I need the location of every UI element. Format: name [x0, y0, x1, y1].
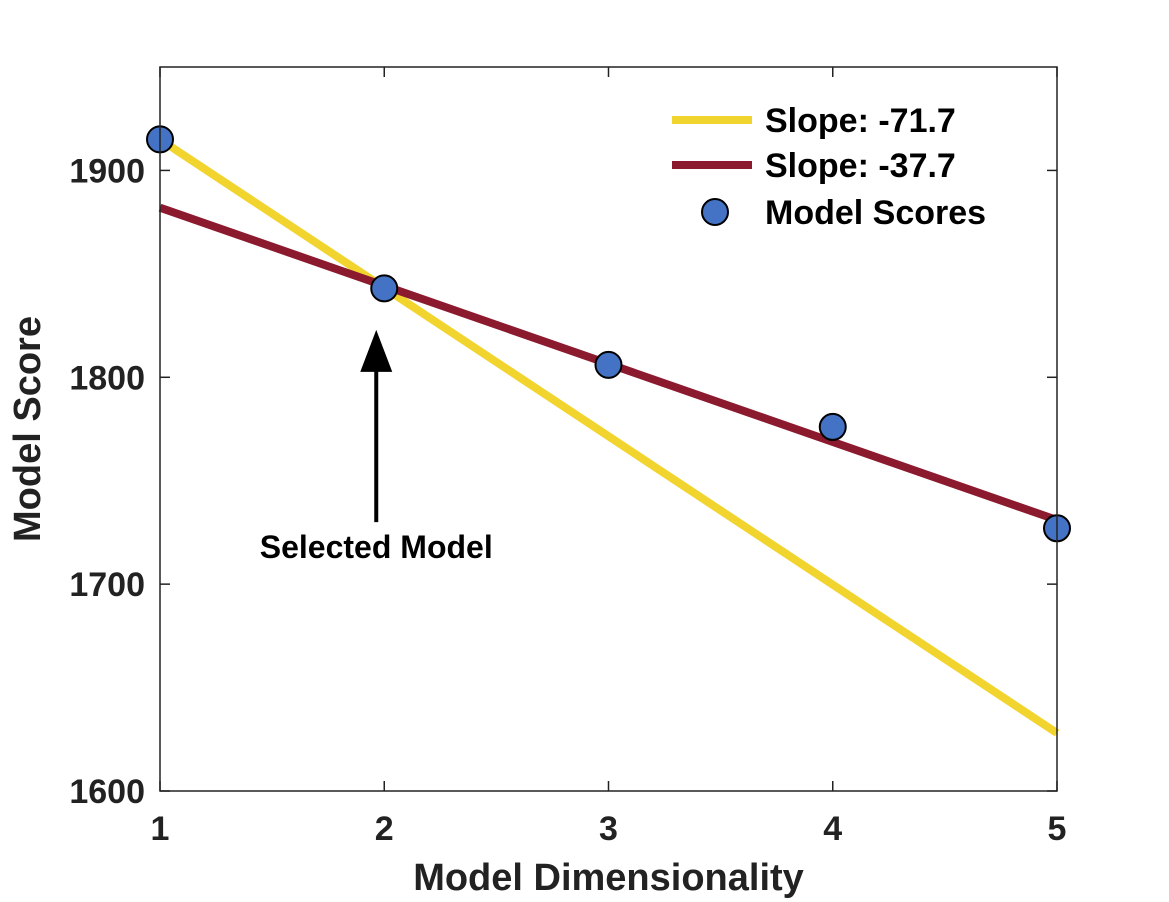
- annotation-arrow-head: [360, 329, 393, 372]
- marks-layer: [146, 125, 1071, 737]
- y-tick-label: 1900: [69, 152, 145, 190]
- y-tick-label: 1800: [69, 359, 145, 397]
- axes-layer: 1 2 3 4 5 1600 1700 1800 1900: [69, 66, 1067, 848]
- legend-label-2: Model Scores: [765, 194, 986, 232]
- annotation-label: Selected Model: [260, 529, 493, 565]
- legend-label-1: Slope: -37.7: [765, 147, 956, 185]
- x-tick-label: 5: [1048, 810, 1067, 848]
- x-axis-title: Model Dimensionality: [413, 857, 804, 899]
- legend-swatch-2: [701, 198, 729, 226]
- legend-label-0: Slope: -71.7: [765, 102, 956, 140]
- x-tick-label: 1: [151, 810, 170, 848]
- x-tick-label: 2: [375, 810, 394, 848]
- x-tick-label: 4: [823, 810, 842, 848]
- data-point: [818, 412, 847, 441]
- x-tick-label: 3: [599, 810, 618, 848]
- y-tick-label: 1700: [69, 566, 145, 604]
- y-tick-label: 1600: [69, 773, 145, 811]
- series-line-0: [157, 136, 1060, 737]
- y-axis-title: Model Score: [7, 316, 49, 542]
- legend: Slope: -71.7 Slope: -37.7 Model Scores: [672, 102, 986, 232]
- data-point: [594, 350, 623, 379]
- annotation: Selected Model: [260, 329, 493, 565]
- data-point: [370, 274, 399, 303]
